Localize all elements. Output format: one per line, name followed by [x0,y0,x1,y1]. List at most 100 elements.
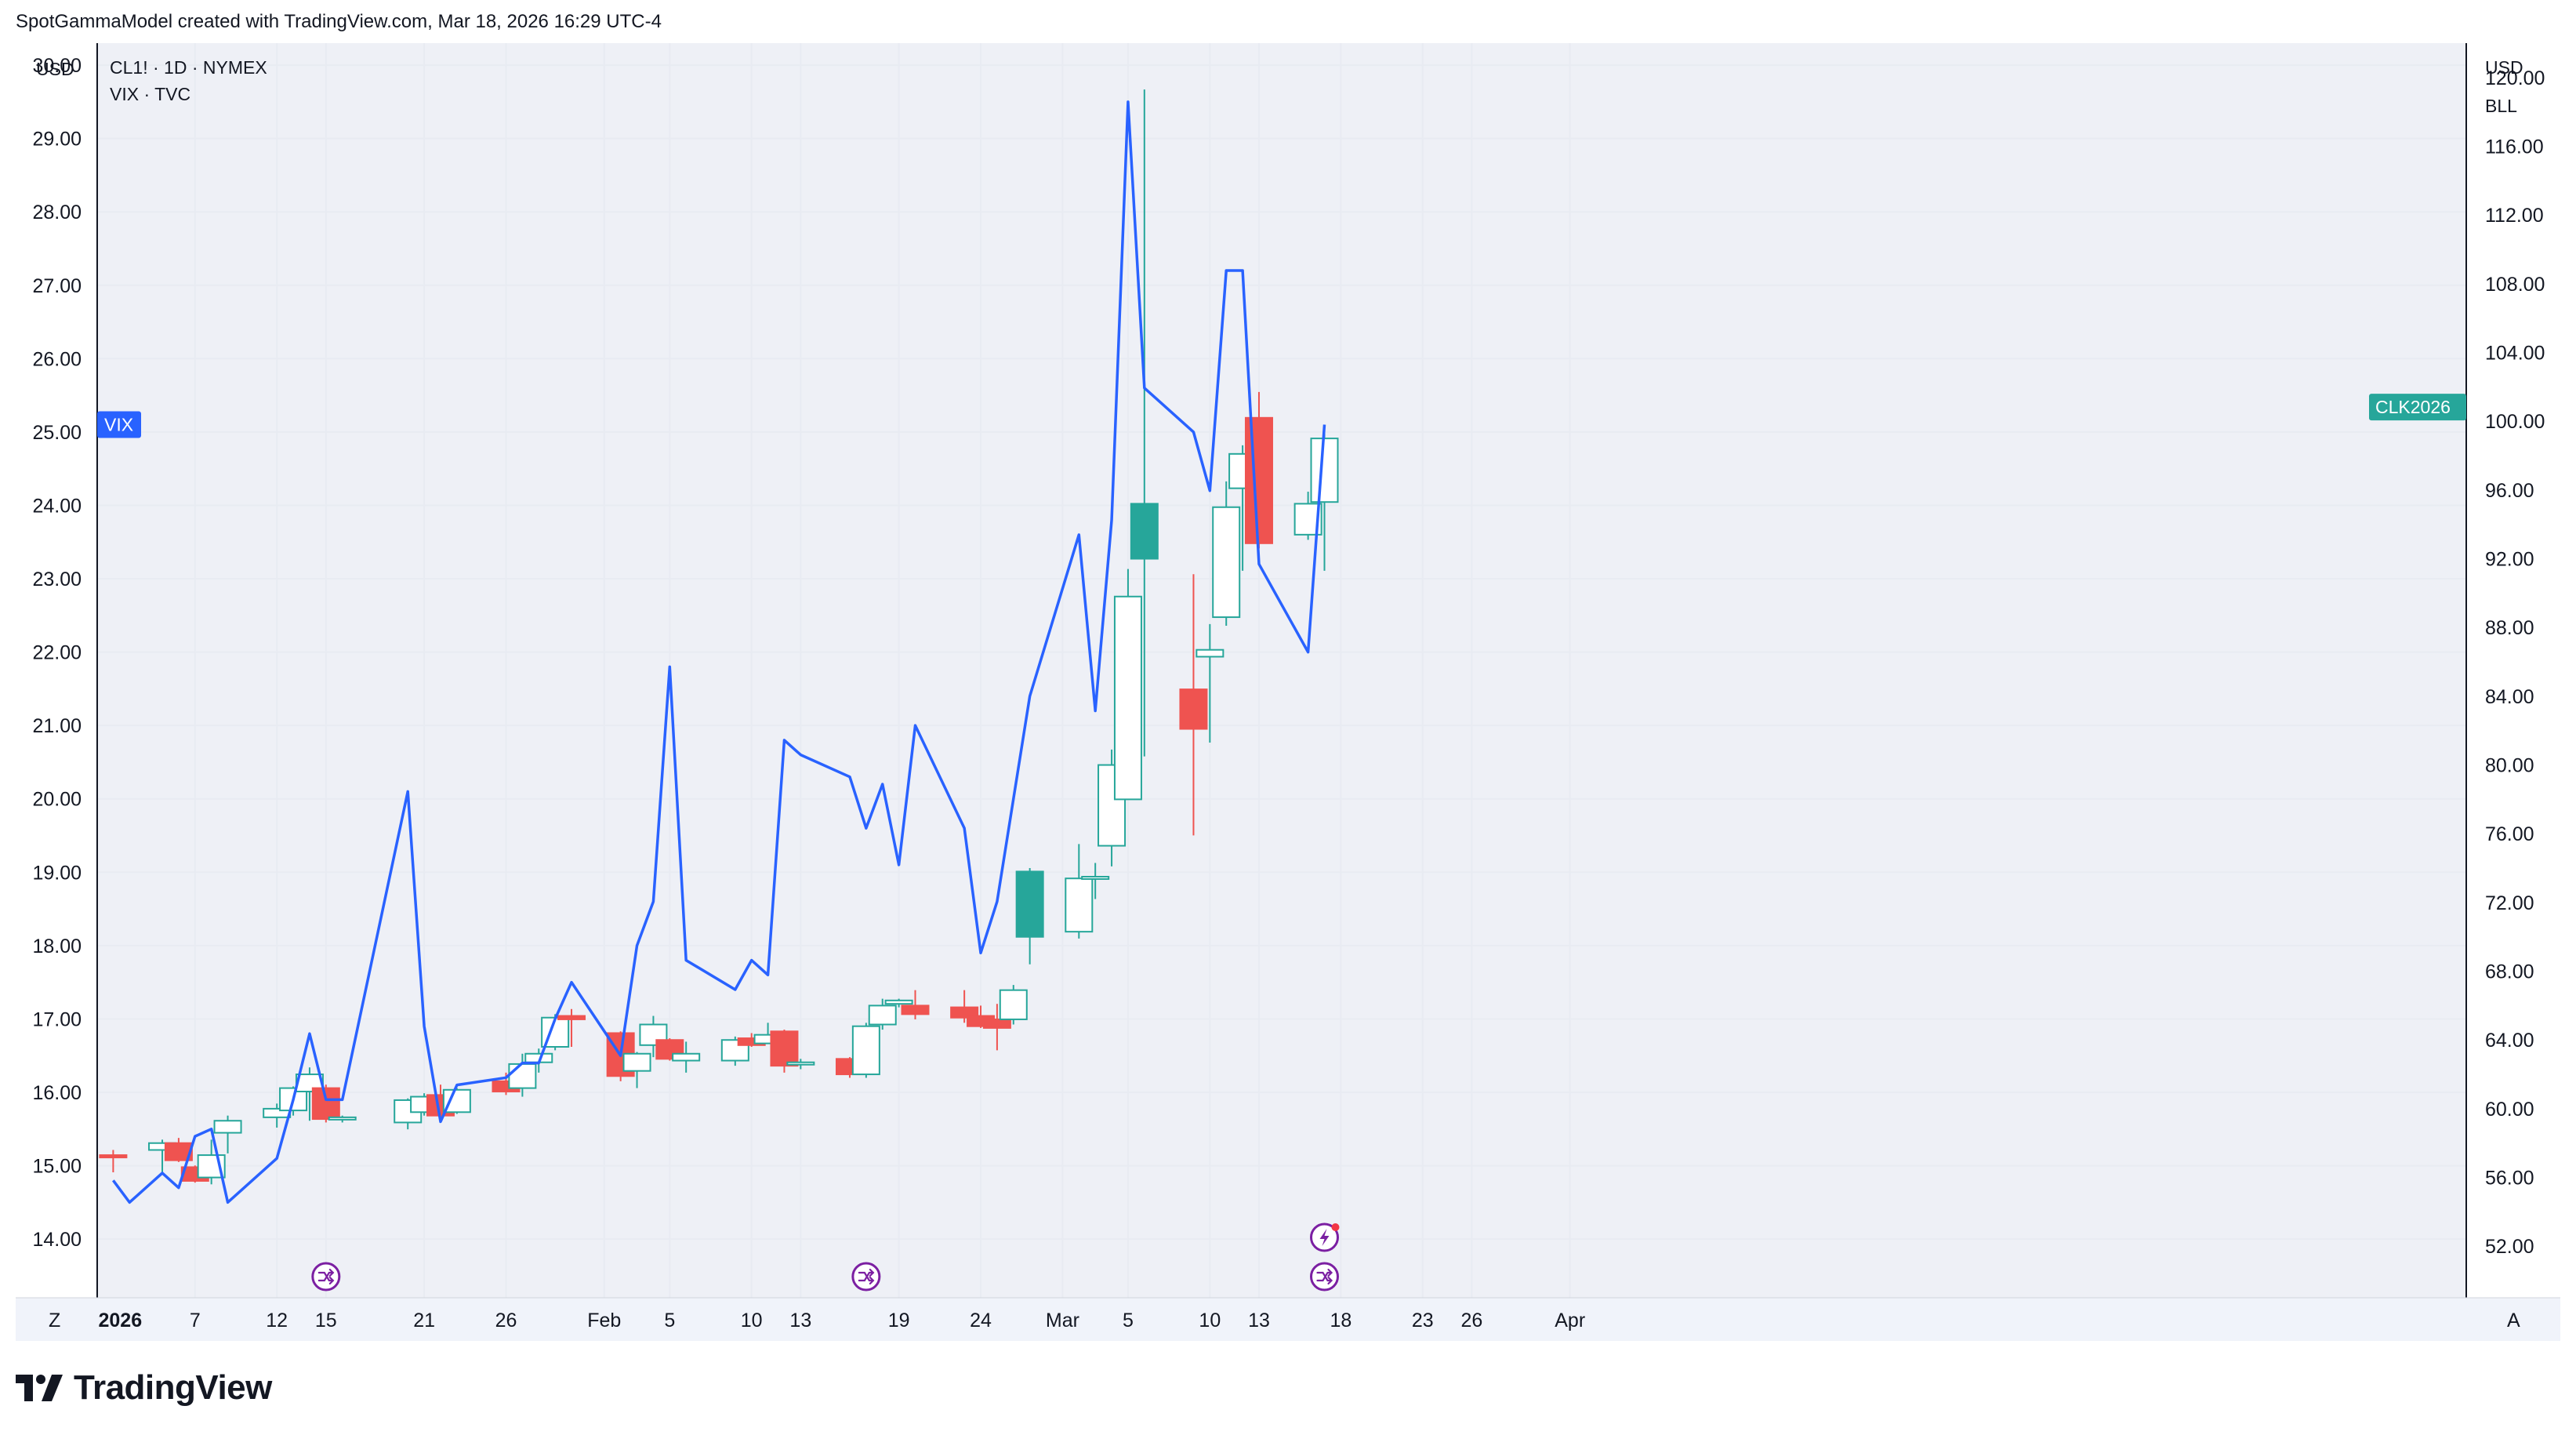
candle[interactable] [442,1088,471,1114]
candle-body [1244,416,1273,544]
brand-name: TradingView [74,1368,272,1407]
left-tick-label: 19.00 [32,862,82,884]
candle-body [328,1116,357,1121]
x-tick-label: 13 [1248,1310,1270,1331]
left-tick-label: 24.00 [32,495,82,517]
candle[interactable] [164,1138,193,1162]
candle-body [311,1087,340,1121]
candle[interactable] [1293,492,1322,540]
candle-body [1065,877,1094,933]
candle-body [442,1088,471,1113]
candle[interactable] [1244,391,1273,549]
left-price-axis[interactable]: 30.00 29.00 28.00 27.00 26.00 25.00 24.00 23.00… [32,55,82,1251]
candle[interactable] [786,1059,815,1070]
candle[interactable] [672,1041,701,1073]
candle-body [213,1120,242,1134]
x-tick-label: Apr [1555,1310,1585,1331]
candle[interactable] [1081,863,1110,899]
vix-line-series[interactable] [111,100,1326,1204]
grid-lines [96,43,2466,1298]
candle[interactable] [1179,574,1208,836]
candle-body [672,1052,701,1062]
right-tick-label: 76.00 [2485,823,2534,845]
candle[interactable] [950,990,979,1023]
time-axis-left-button[interactable]: Z [49,1310,60,1331]
x-tick-label: 26 [1461,1310,1483,1331]
left-tick-label: 27.00 [32,275,82,297]
event-markers[interactable] [311,1222,1340,1292]
x-tick-label: 10 [1199,1310,1221,1331]
time-axis-right-button[interactable]: A [2507,1310,2520,1331]
right-tick-label: 72.00 [2485,892,2534,914]
right-axis-unit[interactable]: BLL [2485,96,2517,116]
split-arrow-icon[interactable] [311,1262,341,1292]
vix-line[interactable] [111,100,1326,1204]
left-tick-label: 14.00 [32,1229,82,1251]
candle[interactable] [851,1023,880,1078]
x-tick-label: Mar [1046,1310,1079,1331]
right-tick-label: 100.00 [2485,411,2545,433]
vix-tag-label: VIX [104,415,133,435]
x-tick-label: 23 [1412,1310,1434,1331]
candle-body [786,1061,815,1066]
right-tick-label: 92.00 [2485,549,2534,571]
legend-cl1[interactable]: CL1! · 1D · NYMEX [110,57,267,78]
candle[interactable] [213,1115,242,1153]
candle-body [1212,506,1241,619]
candle[interactable] [311,1084,340,1123]
candle[interactable] [328,1115,357,1123]
candle-body [851,1025,880,1076]
candle[interactable] [1195,623,1225,743]
legend-vix[interactable]: VIX · TVC [110,84,190,104]
left-tick-label: 17.00 [32,1008,82,1030]
candle[interactable] [557,1008,586,1047]
right-tick-label: 84.00 [2485,686,2534,708]
candle[interactable] [1113,569,1142,801]
candle[interactable] [884,998,913,1008]
candle-body [901,1004,930,1015]
candle-body [164,1142,193,1161]
right-tick-label: 52.00 [2485,1236,2534,1258]
x-tick-label: 7 [190,1310,201,1331]
candle-body [1081,876,1110,881]
candlestick-series[interactable] [99,89,1339,1185]
candle-body [622,1052,651,1072]
candle-body [868,1004,897,1026]
split-arrow-icon[interactable] [851,1262,881,1292]
left-tick-label: 21.00 [32,715,82,737]
right-tick-label: 64.00 [2485,1030,2534,1052]
candle[interactable] [868,998,897,1030]
candle-body [999,989,1028,1020]
right-tick-label: 120.00 [2485,67,2545,89]
right-tick-label: 116.00 [2485,136,2544,158]
split-arrow-icon[interactable] [1310,1262,1339,1292]
left-axis-currency[interactable]: USD [36,59,74,79]
right-axis-currency[interactable]: USD [2485,57,2523,78]
right-price-axis[interactable]: 120.00 116.00 112.00 108.00 104.00 100.00 96.0… [2485,67,2545,1258]
x-tick-label: 21 [413,1310,435,1331]
candle[interactable] [999,985,1028,1025]
lightning-bolt-icon[interactable] [1310,1222,1340,1252]
candle[interactable] [1098,749,1127,866]
candle[interactable] [622,1052,651,1088]
x-tick-label: 19 [888,1310,910,1331]
candle-body [884,999,913,1005]
candle[interactable] [1130,89,1159,757]
candle[interactable] [901,990,930,1019]
candle[interactable] [508,1053,537,1097]
candle[interactable] [982,1004,1011,1051]
time-axis-bar[interactable] [16,1298,2560,1341]
tradingview-branding[interactable]: TradingView [16,1368,272,1408]
right-tick-label: 88.00 [2485,617,2534,639]
candle[interactable] [99,1150,128,1172]
right-tick-label: 108.00 [2485,274,2545,296]
candle[interactable] [1310,426,1339,571]
candle-body [982,1018,1011,1029]
candle[interactable] [1065,844,1094,939]
chart-attribution: SpotGammaModel created with TradingView.… [16,11,662,32]
candle[interactable] [770,1030,799,1073]
candle[interactable] [1212,481,1241,627]
candle-body [1195,648,1225,658]
candle[interactable] [1015,868,1044,965]
